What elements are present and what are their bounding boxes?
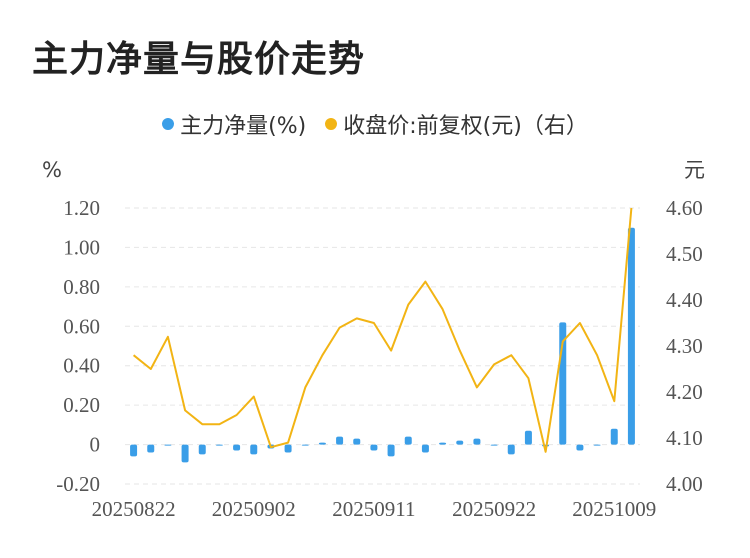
right-tick-label: 4.50 bbox=[666, 242, 703, 266]
bar bbox=[164, 444, 172, 446]
left-axis-ticks: 1.20 1.00 0.80 0.60 0.40 0.20 0 -0.20 bbox=[56, 196, 100, 496]
bar bbox=[370, 444, 378, 451]
bar bbox=[421, 444, 429, 453]
bar bbox=[456, 440, 464, 445]
x-tick-label: 20250822 bbox=[92, 497, 176, 521]
left-axis-unit: % bbox=[42, 158, 62, 182]
bar bbox=[593, 444, 601, 446]
legend-item-bar[interactable]: 主力净量(%) bbox=[162, 108, 306, 140]
x-tick-label: 20250922 bbox=[452, 497, 536, 521]
left-tick-label: -0.20 bbox=[56, 472, 100, 496]
bar bbox=[439, 442, 447, 445]
bar bbox=[318, 442, 326, 445]
right-tick-label: 4.20 bbox=[666, 380, 703, 404]
right-tick-label: 4.00 bbox=[666, 472, 703, 496]
bar bbox=[336, 436, 344, 445]
legend-dot-bar bbox=[162, 118, 175, 130]
bar bbox=[387, 444, 395, 457]
right-tick-label: 4.30 bbox=[666, 334, 703, 358]
bar bbox=[147, 444, 155, 453]
right-tick-label: 4.40 bbox=[666, 288, 703, 312]
bar bbox=[627, 227, 635, 445]
legend-item-line[interactable]: 收盘价:前复权(元)（右） bbox=[325, 108, 588, 140]
bar bbox=[233, 444, 241, 451]
legend-dot-line bbox=[325, 118, 338, 130]
bar bbox=[524, 430, 532, 445]
x-axis-ticks: 20250822 20250902 20250911 20250922 20251009 bbox=[92, 497, 657, 521]
legend-label-line: 收盘价:前复权(元)（右） bbox=[343, 114, 588, 139]
left-tick-label: 0 bbox=[90, 433, 101, 457]
price-line bbox=[132, 207, 633, 453]
x-tick-label: 20250902 bbox=[212, 497, 296, 521]
bar-series bbox=[130, 227, 635, 463]
left-tick-label: 1.00 bbox=[63, 235, 100, 259]
x-tick-label: 20251009 bbox=[572, 497, 656, 521]
left-tick-label: 0.20 bbox=[63, 393, 100, 417]
left-tick-label: 0.80 bbox=[63, 275, 100, 299]
bar bbox=[473, 438, 481, 445]
right-axis-ticks: 4.60 4.50 4.40 4.30 4.20 4.10 4.00 bbox=[666, 196, 703, 496]
bar bbox=[610, 428, 618, 445]
right-tick-label: 4.60 bbox=[666, 196, 703, 220]
left-tick-label: 0.60 bbox=[63, 314, 100, 338]
right-tick-label: 4.10 bbox=[666, 426, 703, 450]
bar bbox=[404, 436, 412, 445]
bar bbox=[198, 444, 206, 455]
left-tick-label: 1.20 bbox=[63, 196, 100, 220]
bar bbox=[181, 444, 189, 463]
bar bbox=[130, 444, 138, 457]
bar bbox=[284, 444, 292, 453]
bar bbox=[507, 444, 515, 455]
bar bbox=[250, 444, 258, 455]
chart-legend: 主力净量(%) 收盘价:前复权(元)（右） bbox=[0, 108, 750, 140]
bar bbox=[215, 444, 223, 446]
grid-lines bbox=[125, 207, 640, 485]
chart-title: 主力净量与股价走势 bbox=[32, 39, 366, 80]
right-axis-unit: 元 bbox=[684, 158, 705, 182]
bar bbox=[353, 438, 361, 445]
legend-label-bar: 主力净量(%) bbox=[180, 114, 307, 139]
line-series bbox=[132, 207, 633, 453]
x-tick-label: 20250911 bbox=[332, 497, 415, 521]
left-tick-label: 0.40 bbox=[63, 354, 100, 378]
bar bbox=[301, 444, 309, 446]
bar bbox=[576, 444, 584, 451]
bar bbox=[490, 444, 498, 446]
